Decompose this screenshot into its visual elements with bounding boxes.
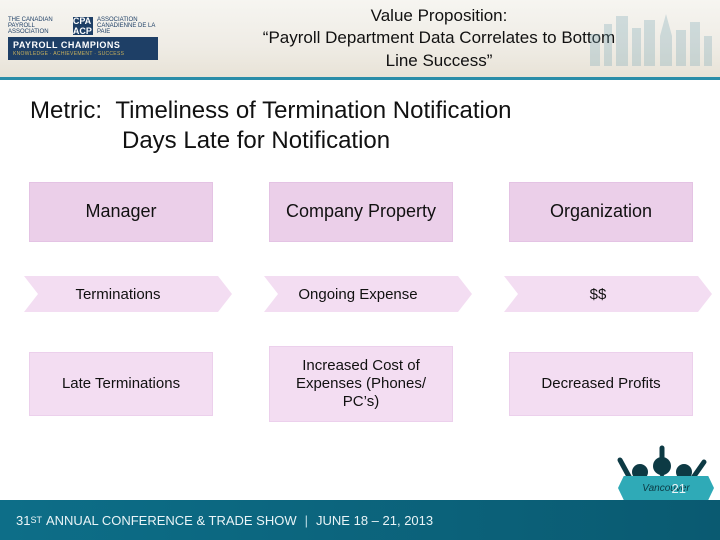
arrow-money: $$ [504, 276, 698, 312]
header-band: THE CANADIAN PAYROLL ASSOCIATION CPA ACP… [0, 0, 720, 78]
slide-number: 21 [672, 481, 686, 496]
logo-assoc-right: ASSOCIATION CANADIENNE DE LA PAIE [97, 17, 158, 35]
arrow-terminations-label: Terminations [75, 286, 160, 303]
arrow-terminations: Terminations [24, 276, 218, 312]
logo-program: PAYROLL CHAMPIONS [13, 40, 120, 50]
footer-ordinal: 31 [16, 513, 30, 528]
arrow-money-label: $$ [590, 286, 607, 303]
city-banner: Vancouver [618, 476, 714, 500]
cell-increased-cost: Increased Cost of Expenses (Phones/ PC’s… [269, 346, 453, 422]
metric-heading: Metric: Timeliness of Termination Notifi… [30, 96, 720, 156]
cell-decreased-profits: Decreased Profits [509, 352, 693, 416]
logo-cpa-box: CPA ACP [73, 17, 93, 35]
footer-sep: | [305, 513, 308, 528]
footer-bar: 31ST ANNUAL CONFERENCE & TRADE SHOW | JU… [0, 500, 720, 540]
cell-organization: Organization [509, 182, 693, 242]
footer-conf: ANNUAL CONFERENCE & TRADE SHOW [46, 513, 297, 528]
cell-late-terminations: Late Terminations [29, 352, 213, 416]
cell-company-property: Company Property [269, 182, 453, 242]
footer-date: JUNE 18 – 21, 2013 [316, 513, 433, 528]
cell-manager: Manager [29, 182, 213, 242]
logo-cpa-row: THE CANADIAN PAYROLL ASSOCIATION CPA ACP… [8, 17, 158, 35]
arrow-ongoing-expense-label: Ongoing Expense [298, 286, 417, 303]
metric-line-1: Timeliness of Termination Notification [115, 97, 511, 124]
arrow-ongoing-expense: Ongoing Expense [264, 276, 458, 312]
concept-grid: Manager Company Property Organization Te… [24, 182, 696, 422]
logo-block: THE CANADIAN PAYROLL ASSOCIATION CPA ACP… [8, 7, 158, 71]
logo-champions-row: PAYROLL CHAMPIONS KNOWLEDGE · ACHIEVEMEN… [8, 37, 158, 60]
footer-conf-text: ANNUAL CONFERENCE & TRADE SHOW [46, 513, 297, 528]
footer-ordinal-sup: ST [30, 515, 42, 525]
logo-tagline: KNOWLEDGE · ACHIEVEMENT · SUCCESS [13, 51, 124, 57]
logo-assoc-left: THE CANADIAN PAYROLL ASSOCIATION [8, 17, 69, 35]
skyline-icon [586, 6, 716, 66]
metric-label: Metric: [30, 97, 102, 124]
metric-line-2: Days Late for Notification [122, 126, 720, 156]
